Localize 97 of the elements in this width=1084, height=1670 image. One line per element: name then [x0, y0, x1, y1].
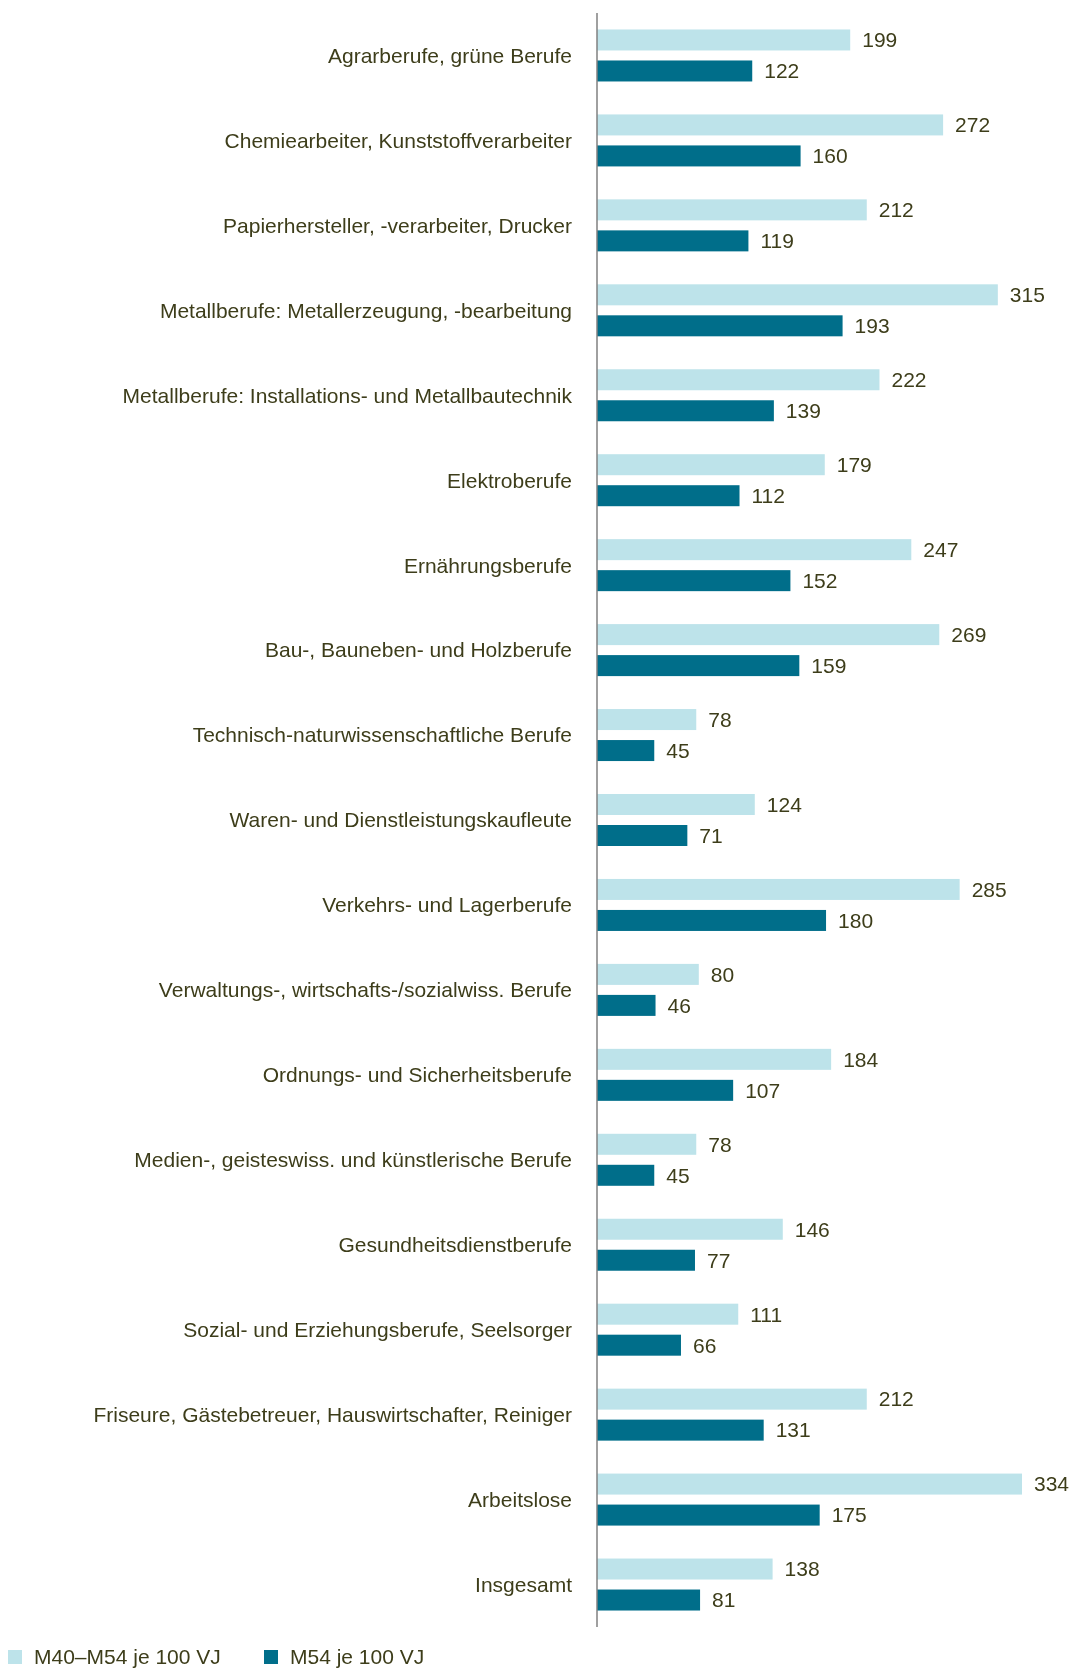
bar: [597, 570, 791, 592]
data-label: 111: [750, 1302, 783, 1326]
bar: [597, 1133, 697, 1155]
data-label: 315: [1009, 283, 1045, 307]
bar: [597, 878, 960, 900]
bar: [597, 1048, 832, 1070]
data-label: 199: [862, 28, 898, 52]
data-label: 212: [878, 1387, 914, 1411]
data-label: 179: [836, 453, 872, 477]
y-tick-label: Ernährungsberufe: [403, 553, 572, 577]
y-tick-label: Insgesamt: [475, 1572, 573, 1596]
data-label: 77: [706, 1248, 731, 1272]
data-label: 81: [712, 1588, 736, 1612]
bar: [597, 60, 753, 82]
data-label: 138: [784, 1557, 820, 1581]
data-label: 119: [760, 229, 794, 253]
data-label: 272: [955, 113, 991, 137]
data-label: 46: [667, 993, 691, 1017]
y-tick-label: Gesundheitsdienstberufe: [338, 1233, 572, 1257]
data-label: 112: [751, 484, 785, 508]
y-tick-label: Verwaltungs-, wirtschafts-/sozialwiss. Berufe: [158, 978, 572, 1002]
bar: [597, 709, 697, 731]
data-label: 269: [951, 622, 987, 646]
y-tick-label: Ordnungs- und Sicherheitsberufe: [262, 1063, 572, 1087]
data-label: 139: [785, 399, 821, 423]
data-label: 212: [878, 198, 914, 222]
bar: [597, 315, 843, 337]
legend-label: M54 je 100 VJ: [290, 1645, 425, 1669]
bar: [597, 29, 851, 51]
bar: [597, 199, 867, 221]
data-label: 193: [854, 314, 890, 338]
bar: [597, 1589, 701, 1611]
data-label: 152: [802, 569, 838, 593]
data-label: 122: [764, 59, 800, 83]
data-label: 175: [831, 1503, 867, 1527]
data-label: 131: [775, 1418, 811, 1442]
bar: [597, 1218, 783, 1240]
bar: [597, 145, 801, 167]
data-label: 247: [923, 538, 959, 562]
bar: [597, 794, 755, 815]
bar: [597, 740, 655, 762]
legend-label: M40–M54 je 100 VJ: [34, 1645, 221, 1669]
data-label: 146: [794, 1217, 830, 1241]
data-label: 107: [745, 1078, 781, 1102]
bar: [597, 539, 912, 561]
y-tick-label: Elektroberufe: [447, 468, 572, 492]
data-label: 184: [843, 1047, 879, 1071]
bar: [597, 114, 944, 136]
data-label: 334: [1034, 1472, 1070, 1496]
bar: [597, 1303, 739, 1325]
bar: [597, 624, 940, 646]
data-label: 285: [971, 877, 1007, 901]
data-label: 66: [692, 1333, 717, 1357]
data-label: 222: [891, 368, 927, 392]
data-label: 78: [708, 1132, 732, 1156]
bar: [597, 454, 825, 476]
bar: [597, 1504, 820, 1526]
y-tick-label: Bau-, Bauneben- und Holzberufe: [264, 638, 572, 662]
y-tick-label: Sozial- und Erziehungsberufe, Seelsorger: [183, 1318, 572, 1342]
data-label: 80: [710, 962, 735, 986]
data-label: 78: [708, 707, 732, 731]
bar: [597, 1334, 681, 1356]
y-tick-label: Arbeitslose: [468, 1487, 572, 1511]
data-label: 45: [666, 1163, 690, 1187]
y-tick-label: Chemiearbeiter, Kunststoffverarbeiter: [224, 128, 572, 152]
bar: [597, 400, 774, 422]
data-label: 159: [811, 653, 847, 677]
bar: [597, 230, 749, 252]
bar: [597, 369, 880, 391]
data-label: 71: [699, 823, 723, 847]
bar: [597, 1388, 867, 1410]
bar: [597, 1249, 695, 1271]
y-tick-label: Technisch-naturwissenschaftliche Berufe: [192, 723, 572, 747]
y-tick-label: Metallberufe: Installations- und Metallbautechnik: [122, 383, 573, 407]
y-tick-label: Waren- und Dienstleistungskaufleute: [229, 808, 572, 832]
bar: [597, 485, 740, 507]
bar: [597, 909, 827, 931]
bar: [597, 1558, 773, 1580]
bar: [597, 284, 998, 306]
bar: [597, 1473, 1022, 1495]
data-label: 160: [812, 144, 848, 168]
y-tick-label: Papierhersteller, -verarbeiter, Drucker: [223, 213, 572, 237]
bar: [597, 655, 800, 677]
bar: [597, 1419, 764, 1441]
data-label: 45: [666, 738, 690, 762]
y-tick-label: Friseure, Gästebetreuer, Hauswirtschafter, Reiniger: [93, 1402, 572, 1426]
y-tick-label: Medien-, geisteswiss. und künstlerische Berufe: [134, 1148, 572, 1172]
bar: [597, 963, 699, 985]
bar: [597, 825, 688, 846]
data-label: 124: [766, 792, 803, 816]
bar: [597, 1164, 655, 1186]
y-tick-label: Agrarberufe, grüne Berufe: [328, 43, 572, 67]
y-tick-label: Metallberufe: Metallerzeugung, -bearbeitung: [159, 298, 572, 322]
bar: [597, 994, 656, 1016]
data-label: 180: [838, 908, 874, 932]
bar: [597, 1079, 734, 1101]
y-tick-label: Verkehrs- und Lagerberufe: [322, 893, 572, 917]
